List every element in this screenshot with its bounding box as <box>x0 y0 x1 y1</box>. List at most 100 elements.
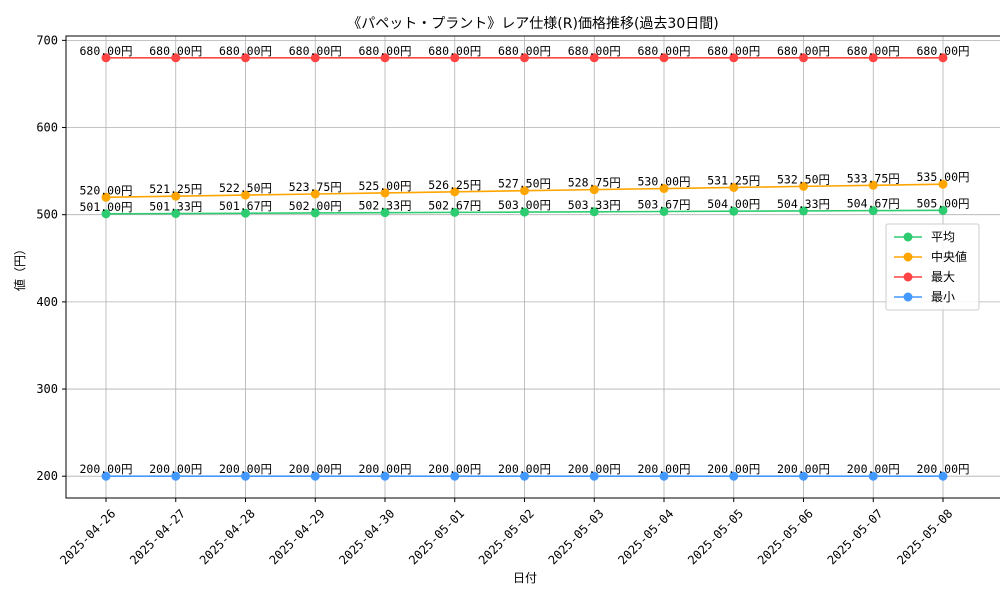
data-point <box>799 181 808 191</box>
data-point <box>589 471 599 481</box>
data-point <box>868 471 878 481</box>
data-point <box>171 471 181 481</box>
data-point <box>310 53 320 63</box>
data-label: 680.00円 <box>358 44 411 58</box>
y-axis-ticks: 200 300 400 500 600 700 <box>36 33 66 483</box>
data-point <box>520 471 529 481</box>
data-point <box>241 471 250 481</box>
legend-swatch-marker <box>903 292 913 302</box>
data-point <box>659 53 669 63</box>
data-label: 680.00円 <box>219 44 272 58</box>
data-label: 502.67円 <box>428 198 481 212</box>
data-label: 200.00円 <box>149 462 202 476</box>
data-label: 520.00円 <box>79 183 132 197</box>
legend-box <box>885 223 980 311</box>
data-label: 200.00円 <box>847 462 900 476</box>
data-label: 533.75円 <box>847 171 900 185</box>
data-point <box>380 188 390 198</box>
y-tick-label: 500 <box>36 208 58 222</box>
data-label: 680.00円 <box>149 44 202 58</box>
data-point <box>171 191 181 201</box>
data-label: 501.33円 <box>149 200 202 214</box>
data-label: 503.67円 <box>637 197 690 211</box>
data-point <box>659 471 669 481</box>
data-label: 531.25円 <box>707 173 760 187</box>
data-label: 200.00円 <box>79 462 132 476</box>
data-point <box>520 53 529 63</box>
data-point <box>659 184 669 194</box>
y-axis-label: 値（円） <box>12 243 27 291</box>
data-point <box>729 182 739 192</box>
data-label: 521.25円 <box>149 182 202 196</box>
data-point <box>101 53 111 63</box>
data-label: 503.00円 <box>498 198 551 212</box>
data-label: 200.00円 <box>428 462 481 476</box>
data-label: 528.75円 <box>568 176 621 190</box>
data-label: 200.00円 <box>498 462 551 476</box>
data-point <box>450 471 460 481</box>
y-tick-label: 600 <box>36 121 58 135</box>
x-axis-label: 日付 <box>513 571 537 585</box>
data-point <box>729 471 739 481</box>
plot-area-frame <box>65 35 1000 499</box>
data-point <box>310 189 320 199</box>
data-point <box>380 53 390 63</box>
data-label: 504.67円 <box>847 197 900 211</box>
data-label: 504.00円 <box>707 197 760 211</box>
data-label: 503.33円 <box>568 198 621 212</box>
data-label: 680.00円 <box>777 44 830 58</box>
grid <box>66 36 1000 498</box>
data-label: 523.75円 <box>289 180 342 194</box>
data-point <box>450 53 460 63</box>
data-point <box>799 471 808 481</box>
data-point <box>241 53 250 63</box>
data-label: 501.00円 <box>79 200 132 214</box>
data-point <box>729 53 739 63</box>
legend-label: 中央値 <box>931 249 967 264</box>
data-point <box>241 208 250 218</box>
data-point <box>938 53 948 63</box>
legend-label: 最小 <box>931 290 955 304</box>
data-label: 680.00円 <box>79 44 132 58</box>
data-label: 502.33円 <box>358 199 411 213</box>
data-point <box>310 208 320 218</box>
data-label: 200.00円 <box>637 462 690 476</box>
data-label: 680.00円 <box>289 44 342 58</box>
data-label: 532.50円 <box>777 172 830 186</box>
data-point <box>799 206 808 216</box>
y-tick-label: 300 <box>36 382 58 396</box>
legend-label: 平均 <box>931 230 955 244</box>
data-labels: 501.00円 501.33円 501.67円 502.00円 502.33円 502.6… <box>79 44 969 476</box>
data-point <box>241 190 250 200</box>
y-tick-label: 200 <box>36 469 58 483</box>
data-label: 200.00円 <box>358 462 411 476</box>
data-point <box>101 471 111 481</box>
y-tick-label: 400 <box>36 295 58 309</box>
data-label: 680.00円 <box>707 44 760 58</box>
data-point <box>171 53 181 63</box>
data-point <box>450 207 460 217</box>
chart-title: 《パペット・プラント》レア仕様(R)価格推移(過去30日間) <box>347 16 718 32</box>
data-label: 200.00円 <box>777 462 830 476</box>
data-label: 200.00円 <box>707 462 760 476</box>
data-point <box>450 187 460 197</box>
data-point <box>729 206 739 216</box>
data-point <box>171 209 181 219</box>
data-point <box>380 208 390 218</box>
data-label: 680.00円 <box>916 44 969 58</box>
data-point <box>520 186 529 196</box>
data-label: 200.00円 <box>289 462 342 476</box>
data-point <box>380 471 390 481</box>
data-point <box>868 53 878 63</box>
data-point <box>101 192 111 202</box>
legend-swatch-marker <box>903 272 913 282</box>
data-label: 505.00円 <box>916 196 969 210</box>
data-point <box>659 206 669 216</box>
data-label: 522.50円 <box>219 181 272 195</box>
data-point <box>589 53 599 63</box>
y-tick-label: 700 <box>36 33 58 47</box>
data-label: 535.00円 <box>916 170 969 184</box>
